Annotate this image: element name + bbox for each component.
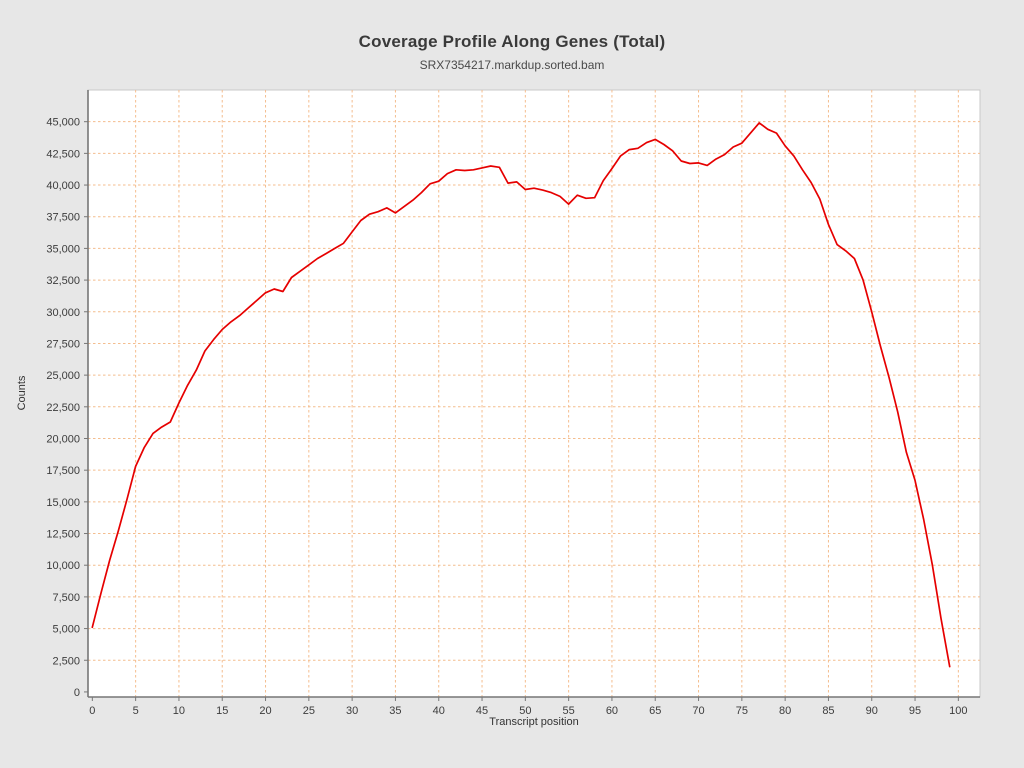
y-tick-label: 12,500	[46, 529, 80, 541]
x-tick-label: 95	[909, 705, 921, 717]
y-tick-label: 15,000	[46, 497, 80, 509]
y-tick-label: 37,500	[46, 212, 80, 224]
x-tick-label: 5	[133, 705, 139, 717]
x-tick-label: 60	[606, 705, 618, 717]
plot-area	[87, 89, 981, 698]
x-tick-label: 35	[389, 705, 401, 717]
y-tick-label: 40,000	[46, 180, 80, 192]
y-tick-label: 27,500	[46, 338, 80, 350]
y-axis-label: Counts	[16, 375, 28, 411]
y-tick-label: 22,500	[46, 402, 80, 414]
x-tick-label: 40	[433, 705, 445, 717]
x-tick-label: 25	[303, 705, 315, 717]
y-tick-label: 42,500	[46, 148, 80, 160]
x-tick-label: 45	[476, 705, 488, 717]
y-tick-label: 7,500	[52, 592, 80, 604]
y-tick-label: 25,000	[46, 370, 80, 382]
x-tick-label: 65	[649, 705, 661, 717]
y-tick-label: 0	[74, 687, 80, 699]
y-tick-label: 5,000	[52, 624, 80, 636]
y-tick-label: 10,000	[46, 560, 80, 572]
y-tick-label: 35,000	[46, 243, 80, 255]
chart-subtitle: SRX7354217.markdup.sorted.bam	[419, 58, 605, 72]
x-tick-label: 85	[822, 705, 834, 717]
x-axis-label: Transcript position	[489, 716, 579, 728]
x-tick-label: 75	[736, 705, 748, 717]
x-tick-label: 15	[216, 705, 228, 717]
chart-title: Coverage Profile Along Genes (Total)	[358, 32, 666, 51]
x-tick-label: 70	[692, 705, 704, 717]
y-tick-label: 32,500	[46, 275, 80, 287]
x-tick-label: 10	[173, 705, 185, 717]
y-tick-label: 30,000	[46, 307, 80, 319]
x-tick-label: 20	[259, 705, 271, 717]
x-tick-label: 55	[563, 705, 575, 717]
x-tick-label: 80	[779, 705, 791, 717]
y-tick-label: 17,500	[46, 465, 80, 477]
x-tick-label: 50	[519, 705, 531, 717]
y-tick-label: 20,000	[46, 433, 80, 445]
y-tick-label: 45,000	[46, 117, 80, 129]
x-tick-label: 90	[866, 705, 878, 717]
x-tick-label: 0	[89, 705, 95, 717]
x-tick-label: 100	[949, 705, 967, 717]
coverage-line	[91, 122, 951, 668]
y-tick-label: 2,500	[52, 655, 80, 667]
x-tick-label: 30	[346, 705, 358, 717]
